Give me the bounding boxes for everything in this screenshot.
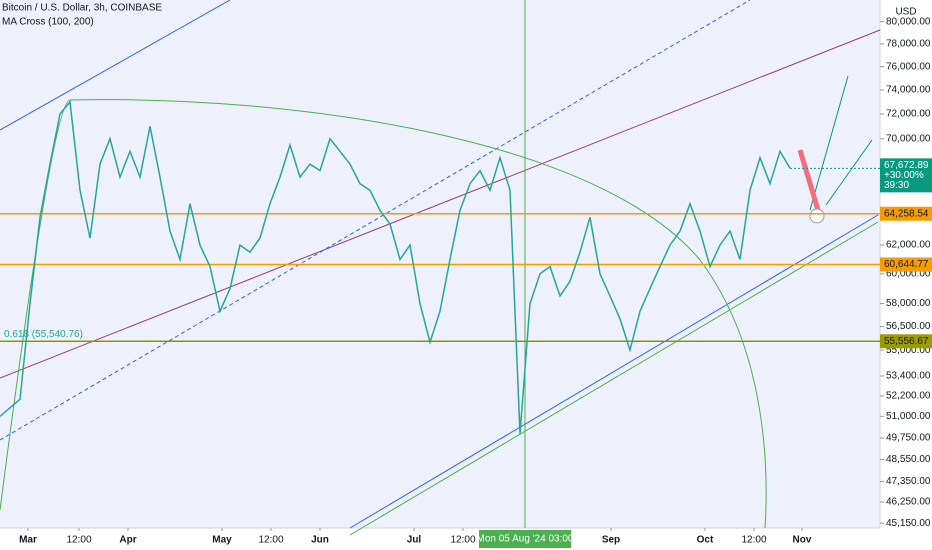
y-tick-label: 48,550.00 — [886, 454, 931, 465]
x-tick-label: 12:00 — [66, 535, 91, 546]
y-tick-label: 78,000.00 — [886, 38, 931, 49]
crosshair-box — [479, 530, 571, 548]
x-tick-label: 12:00 — [741, 535, 766, 546]
dashed-line — [0, 0, 751, 441]
y-tick-label: 70,000.00 — [886, 133, 931, 144]
level-label: 64,258.54 — [884, 208, 929, 219]
x-tick-label: 12:00 — [450, 535, 475, 546]
indicator-title: MA Cross (100, 200) — [2, 17, 94, 28]
y-tick-label: 72,000.00 — [886, 109, 931, 120]
price-line — [0, 100, 791, 434]
trend-line — [0, 29, 881, 379]
crosshair-label: Mon 05 Aug '24 03:00 — [477, 534, 574, 545]
y-tick-label: 55,000.00 — [886, 345, 931, 356]
x-tick-label: Nov — [793, 535, 812, 546]
y-tick-label: 74,000.00 — [886, 85, 931, 96]
symbol-title: Bitcoin / U.S. Dollar, 3h, COINBASE — [2, 3, 162, 14]
y-tick-label: 51,000.00 — [886, 411, 931, 422]
currency: USD — [895, 7, 916, 18]
channel-line — [0, 0, 231, 131]
y-tick-label: 46,250.00 — [886, 497, 931, 508]
level-label: 60,644.77 — [884, 259, 929, 270]
x-tick-label: May — [212, 535, 232, 546]
x-tick-label: Sep — [602, 535, 620, 546]
level-tag — [880, 206, 932, 221]
y-tick-label: 53,400.00 — [886, 371, 931, 382]
projection-arrow — [797, 149, 821, 211]
x-tick-label: Jul — [407, 535, 422, 546]
level-tag — [880, 257, 932, 272]
countdown: 39:30 — [884, 180, 909, 191]
price-axis — [880, 0, 932, 550]
last-price-tag — [880, 158, 932, 193]
target-circle — [809, 208, 825, 224]
x-tick-label: Apr — [119, 535, 136, 546]
y-tick-label: 58,000.00 — [886, 298, 931, 309]
channel-line — [349, 221, 879, 536]
y-tick-label: 49,750.00 — [886, 433, 931, 444]
x-tick-label: 12:00 — [258, 535, 283, 546]
arc — [0, 99, 767, 529]
x-tick-label: Mar — [19, 535, 37, 546]
last-price-label: 67,672.89 — [884, 160, 929, 171]
y-tick-label: 47,350.00 — [886, 476, 931, 487]
y-tick-label: 60,000.00 — [886, 268, 931, 279]
y-tick-label: 52,200.00 — [886, 391, 931, 402]
x-tick-label: Jun — [311, 535, 329, 546]
time-axis — [0, 528, 880, 550]
y-tick-label: 62,000.00 — [886, 240, 931, 251]
fib-label: 0.618 (55,540.76) — [4, 329, 83, 340]
y-tick-label: 56,500.00 — [886, 321, 931, 332]
level-label: 55,556.67 — [884, 336, 929, 347]
projection-arrow — [809, 75, 873, 211]
x-tick-label: Oct — [697, 535, 714, 546]
level-tag — [880, 334, 932, 349]
y-tick-label: 45,150.00 — [886, 518, 931, 529]
channel-line — [349, 214, 879, 529]
y-tick-label: 76,000.00 — [886, 61, 931, 72]
y-tick-label: 80,000.00 — [886, 16, 931, 27]
last-price-change: +30.00% — [884, 170, 924, 181]
